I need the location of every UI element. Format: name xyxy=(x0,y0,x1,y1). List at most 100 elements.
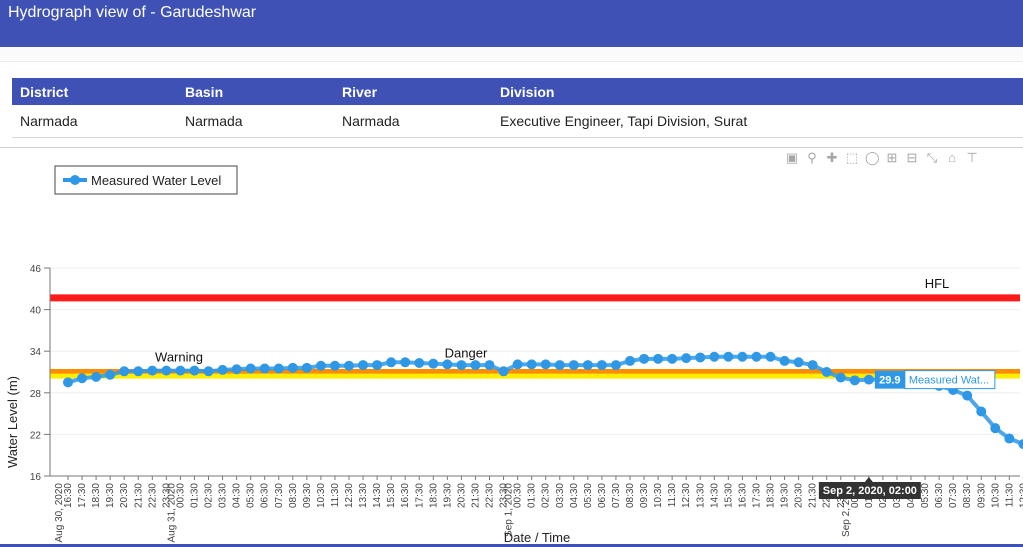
data-point xyxy=(147,365,158,376)
x-tick-label: 18:30 xyxy=(766,483,777,508)
x-tick-label: 11:30 xyxy=(667,483,678,508)
x-tick-label: 09:30 xyxy=(976,483,987,508)
data-point xyxy=(1018,439,1023,450)
x-date-label: Sep 1, 2020 xyxy=(504,483,515,537)
x-tick-label: 04:30 xyxy=(232,483,243,508)
legend-entry: Measured Water Level xyxy=(91,173,221,188)
river-cell: Narmada xyxy=(334,105,492,138)
x-tick-label: 20:30 xyxy=(119,483,130,508)
x-tick-label: 09:30 xyxy=(302,483,313,508)
y-tick-label: 28 xyxy=(30,389,42,400)
pan-icon[interactable]: ✚ xyxy=(826,150,838,165)
x-date-label: Aug 31, 2020 xyxy=(166,483,177,543)
x-tick-label: 15:30 xyxy=(723,483,734,508)
x-tick-label: 20:30 xyxy=(456,483,467,508)
station-info-table: District Basin River Division Narmada Na… xyxy=(12,78,1023,138)
x-tick-label: 08:30 xyxy=(625,483,636,508)
chart-modebar: ▣ ⚲ ✚ ⬚ ◯ ⊞ ⊟ ⤡ ⌂ ⊤ xyxy=(785,150,979,166)
data-point xyxy=(976,406,987,417)
x-tick-label: 21:30 xyxy=(470,483,481,508)
data-point xyxy=(329,360,340,371)
zoom-out-icon[interactable]: ⊟ xyxy=(906,150,918,165)
legend-swatch-marker xyxy=(70,175,80,185)
division-cell: Executive Engineer, Tapi Division, Surat xyxy=(492,105,1023,138)
data-point xyxy=(203,366,214,377)
hover-x-box xyxy=(818,482,921,499)
x-tick-label: 05:30 xyxy=(920,483,931,508)
data-point xyxy=(737,351,748,362)
data-point xyxy=(175,365,186,376)
x-tick-label: 14:30 xyxy=(372,483,383,508)
y-axis-label: Water Level (m) xyxy=(5,376,20,468)
bottom-border xyxy=(0,544,1023,547)
app-header: Hydrograph view of - Garudeshwar xyxy=(0,0,1023,47)
data-point xyxy=(512,359,523,370)
data-point xyxy=(386,357,397,368)
x-tick-label: 08:30 xyxy=(962,483,973,508)
x-tick-label: 05:30 xyxy=(246,483,257,508)
hover-value-label: 29.9 xyxy=(879,375,900,387)
x-tick-label: 18:30 xyxy=(428,483,439,508)
y-tick-label: 40 xyxy=(30,306,42,317)
data-point xyxy=(189,365,200,376)
column-header-division: Division xyxy=(492,78,1023,105)
spike-icon[interactable]: ⊤ xyxy=(966,150,978,165)
box-select-icon[interactable]: ⬚ xyxy=(845,150,859,165)
hover-x-label: Sep 2, 2020, 02:00 xyxy=(823,485,917,497)
data-point xyxy=(372,360,383,371)
x-tick-label: 17:30 xyxy=(414,483,425,508)
data-point xyxy=(568,360,579,371)
data-point xyxy=(807,360,818,371)
autoscale-icon[interactable]: ⤡ xyxy=(926,150,938,165)
data-point xyxy=(63,377,73,388)
data-point xyxy=(962,390,973,401)
district-cell: Narmada xyxy=(12,105,177,138)
x-tick-label: 19:30 xyxy=(442,483,453,508)
data-point xyxy=(709,351,720,362)
data-point xyxy=(259,363,270,374)
data-point xyxy=(625,355,635,366)
data-point xyxy=(456,360,467,371)
data-point xyxy=(484,360,495,371)
home-icon[interactable]: ⌂ xyxy=(948,150,956,165)
x-tick-label: 10:30 xyxy=(653,483,664,508)
data-point xyxy=(442,359,453,370)
x-tick-label: 19:30 xyxy=(105,483,116,508)
zoom-icon[interactable]: ⚲ xyxy=(807,150,817,165)
x-tick-label: 11:30 xyxy=(1004,483,1015,508)
data-point xyxy=(91,371,102,382)
camera-icon[interactable]: ▣ xyxy=(785,150,799,165)
data-point xyxy=(667,353,678,364)
hover-x-pointer xyxy=(864,477,873,482)
data-point xyxy=(273,363,284,374)
reference-label-hfl: HFL xyxy=(925,276,950,291)
data-point xyxy=(315,360,326,371)
x-tick-label: 04:30 xyxy=(569,483,580,508)
reference-label-danger: Danger xyxy=(445,345,488,360)
reference-label-warning: Warning xyxy=(155,350,203,365)
x-tick-label: 03:30 xyxy=(555,483,566,508)
data-point xyxy=(133,366,144,377)
data-point xyxy=(990,423,1001,434)
column-header-district: District xyxy=(12,78,177,105)
x-date-label: Sep 2, 2020 xyxy=(841,483,852,537)
x-tick-label: 23:30 xyxy=(161,483,172,508)
lasso-icon[interactable]: ◯ xyxy=(865,150,880,165)
series-measured-water-level xyxy=(63,351,1023,450)
zoom-in-icon[interactable]: ⊞ xyxy=(886,150,898,165)
data-point xyxy=(582,360,593,371)
data-point xyxy=(821,367,832,377)
data-point xyxy=(695,352,706,363)
data-point xyxy=(428,358,439,369)
x-date-label: Aug 30, 2020 xyxy=(54,483,65,543)
x-tick-label: 13:30 xyxy=(695,483,706,508)
y-tick-label: 16 xyxy=(30,472,42,483)
x-tick-label: 02:30 xyxy=(541,483,552,508)
hover-series-label: Measured Wat... xyxy=(909,375,989,387)
x-tick-label: 07:30 xyxy=(611,483,622,508)
y-axis: 16 22 28 34 40 46 xyxy=(30,264,51,483)
data-point xyxy=(765,351,776,362)
x-tick-label: 13:30 xyxy=(358,483,369,508)
x-tick-label: 16:30 xyxy=(63,483,74,508)
